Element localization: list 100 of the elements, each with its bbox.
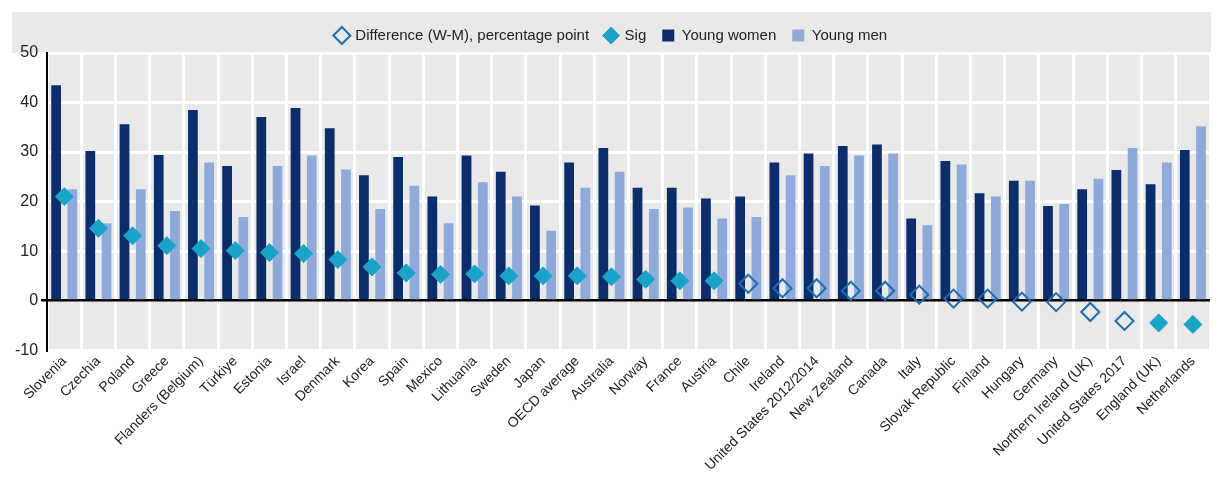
bar	[956, 164, 967, 300]
point	[567, 266, 587, 286]
bar	[701, 198, 711, 300]
bar	[666, 187, 677, 300]
bar	[1127, 148, 1138, 300]
point	[225, 241, 245, 261]
bar	[888, 153, 899, 300]
point	[396, 263, 416, 283]
point	[294, 244, 314, 264]
legend-label: Sig	[624, 25, 647, 43]
point	[601, 267, 621, 287]
bar	[1111, 169, 1122, 300]
point	[54, 187, 74, 207]
point	[328, 250, 348, 270]
point	[875, 280, 896, 301]
bar	[375, 209, 386, 300]
y-tick-label: 10	[20, 241, 39, 259]
bar	[188, 109, 198, 300]
point	[1183, 314, 1203, 334]
point	[430, 264, 450, 284]
bar	[785, 175, 796, 300]
bar	[819, 165, 830, 300]
bar	[564, 162, 575, 300]
bar	[85, 151, 96, 300]
point	[909, 284, 930, 305]
bar	[290, 107, 301, 300]
point	[499, 266, 519, 286]
point	[704, 271, 724, 291]
bar	[119, 124, 130, 300]
bar	[477, 182, 488, 300]
bar	[769, 162, 780, 300]
bar	[837, 146, 848, 300]
point	[840, 280, 861, 301]
point	[977, 288, 998, 309]
y-tick-label: 20	[20, 191, 39, 209]
point	[88, 218, 108, 238]
point	[1149, 313, 1169, 333]
y-tick-label: 0	[29, 291, 39, 309]
bar	[1025, 180, 1035, 300]
bar	[546, 230, 557, 300]
bar	[359, 175, 369, 300]
point	[157, 236, 177, 256]
bar	[530, 205, 540, 300]
bar	[990, 196, 1001, 300]
bar	[1161, 162, 1172, 300]
point	[191, 239, 211, 259]
point	[1046, 292, 1067, 313]
point	[123, 226, 143, 246]
bar	[872, 144, 882, 300]
legend-label: Difference (W-M), percentage point	[355, 25, 590, 43]
bar	[256, 116, 267, 300]
bar	[512, 196, 522, 300]
y-tick-label: 40	[20, 92, 39, 110]
bar	[393, 157, 403, 300]
bar	[170, 210, 180, 300]
bar	[1093, 178, 1104, 300]
bar	[204, 162, 215, 300]
bar	[974, 193, 985, 300]
bar	[1145, 184, 1156, 300]
legend-label: Young women	[681, 25, 777, 43]
point	[259, 243, 279, 263]
bar	[1059, 204, 1070, 300]
bar	[306, 155, 317, 300]
bar	[51, 85, 61, 300]
bar	[1179, 150, 1190, 300]
point	[772, 278, 793, 299]
bar	[341, 169, 351, 300]
y-tick-label: 50	[20, 43, 39, 61]
point	[465, 264, 485, 284]
bar	[648, 209, 659, 300]
bar	[135, 189, 146, 300]
bar	[409, 185, 420, 300]
point	[636, 269, 656, 289]
bar	[598, 148, 609, 300]
point	[1080, 302, 1101, 323]
bar	[153, 155, 164, 300]
point	[1011, 291, 1032, 312]
bar	[940, 160, 951, 300]
bar	[803, 153, 814, 300]
point	[943, 288, 964, 309]
point	[362, 257, 382, 277]
legend-label: Young men	[811, 25, 888, 43]
bar	[1008, 180, 1019, 300]
bar	[222, 165, 232, 300]
point	[806, 278, 827, 299]
y-tick-label: -10	[15, 340, 39, 358]
bar	[735, 196, 746, 300]
bar	[427, 196, 438, 300]
bar	[238, 216, 249, 300]
bar	[324, 128, 335, 300]
bar	[1077, 189, 1088, 300]
bar	[495, 171, 506, 300]
point	[738, 273, 759, 294]
point	[670, 271, 690, 291]
bar	[717, 218, 728, 300]
point	[533, 266, 553, 286]
bar	[67, 189, 78, 300]
point	[1114, 310, 1135, 331]
bar	[906, 218, 917, 300]
bar	[683, 207, 693, 300]
